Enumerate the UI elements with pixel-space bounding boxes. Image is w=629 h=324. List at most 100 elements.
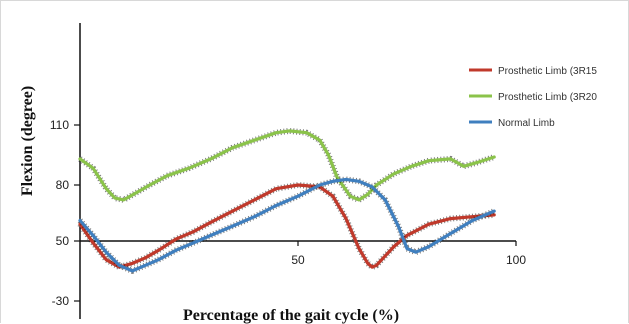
data-point [414,251,417,254]
data-point [275,131,278,134]
data-point [174,237,178,241]
data-point [192,241,195,245]
data-point [449,232,452,235]
data-point [118,264,121,267]
data-point [296,183,300,187]
data-point [91,234,95,237]
series-layer [77,127,496,274]
data-point [135,191,138,194]
data-point [366,193,369,196]
series-line [78,183,496,269]
data-point [327,153,330,157]
data-point [331,180,335,183]
data-point [174,249,178,252]
data-point [296,195,300,198]
data-point [209,157,212,161]
data-point [370,265,374,269]
data-point [91,241,95,245]
data-point [231,224,234,228]
legend-label: Prosthetic Limb (3R20 [498,92,597,103]
data-point [475,161,478,164]
data-point [91,167,95,170]
data-point [105,251,108,254]
data-point [366,262,369,265]
data-point [78,219,82,222]
data-point [318,139,321,142]
series-2 [78,127,496,203]
data-point [157,249,160,252]
data-point [131,269,134,273]
data-point [427,245,430,248]
data-point [493,155,496,159]
data-point [157,258,160,261]
legend-label: Prosthetic Limb (3R15 [498,66,597,77]
data-point [392,245,396,248]
data-point [357,247,361,250]
data-point [105,187,108,190]
data-point [131,262,134,265]
data-point [122,198,125,202]
data-point [405,247,409,250]
data-point [144,256,147,259]
tick-labels: 110 80 50 -30 50 100 [50,118,526,308]
data-point [493,209,496,213]
y-tick-label: 50 [56,234,70,248]
series-1 [77,182,496,271]
data-point [166,174,169,177]
data-point [471,215,474,218]
data-point [384,198,387,202]
data-point [318,183,321,187]
data-point [78,157,82,161]
data-point [209,221,212,224]
series-hatch [77,182,495,271]
data-point [410,165,413,168]
data-point [375,183,378,187]
data-point [392,172,396,175]
data-point [357,198,361,202]
x-tick-label: 50 [291,253,305,267]
data-point [253,198,256,202]
data-point [275,187,278,190]
data-point [113,196,117,200]
data-point [349,195,352,198]
data-point [231,209,234,213]
data-point [397,224,400,228]
data-point [427,159,430,162]
series-line [78,129,496,202]
data-point [275,204,278,207]
y-tick-label: -30 [52,294,70,308]
legend: Prosthetic Limb (3R15 Prosthetic Limb (3R… [469,66,597,129]
data-point [105,258,108,261]
data-point [384,254,387,258]
y-tick-label: 110 [50,118,69,132]
data-point [427,223,430,226]
data-point [305,131,308,134]
data-point [192,230,195,233]
x-tick-label: 100 [506,253,526,267]
data-point [148,183,151,187]
data-point [375,264,378,267]
data-point [288,129,291,133]
data-point [344,178,348,181]
y-axis-title: Flexion (degree) [19,86,36,196]
data-point [405,234,409,237]
data-point [449,157,452,161]
y-tick-label: 80 [56,178,70,192]
data-point [370,185,374,189]
data-point [253,139,256,142]
data-point [449,217,452,220]
axes [79,23,516,319]
data-point [231,146,234,149]
data-point [357,180,361,183]
x-axis-title: Percentage of the gait cycle (%) [183,307,399,324]
data-point [471,219,474,222]
legend-label: Normal Limb [498,118,555,129]
data-point [187,167,191,170]
data-point [144,264,147,267]
data-point [462,165,465,168]
data-point [331,195,335,198]
data-point [344,217,348,220]
data-point [209,234,212,237]
